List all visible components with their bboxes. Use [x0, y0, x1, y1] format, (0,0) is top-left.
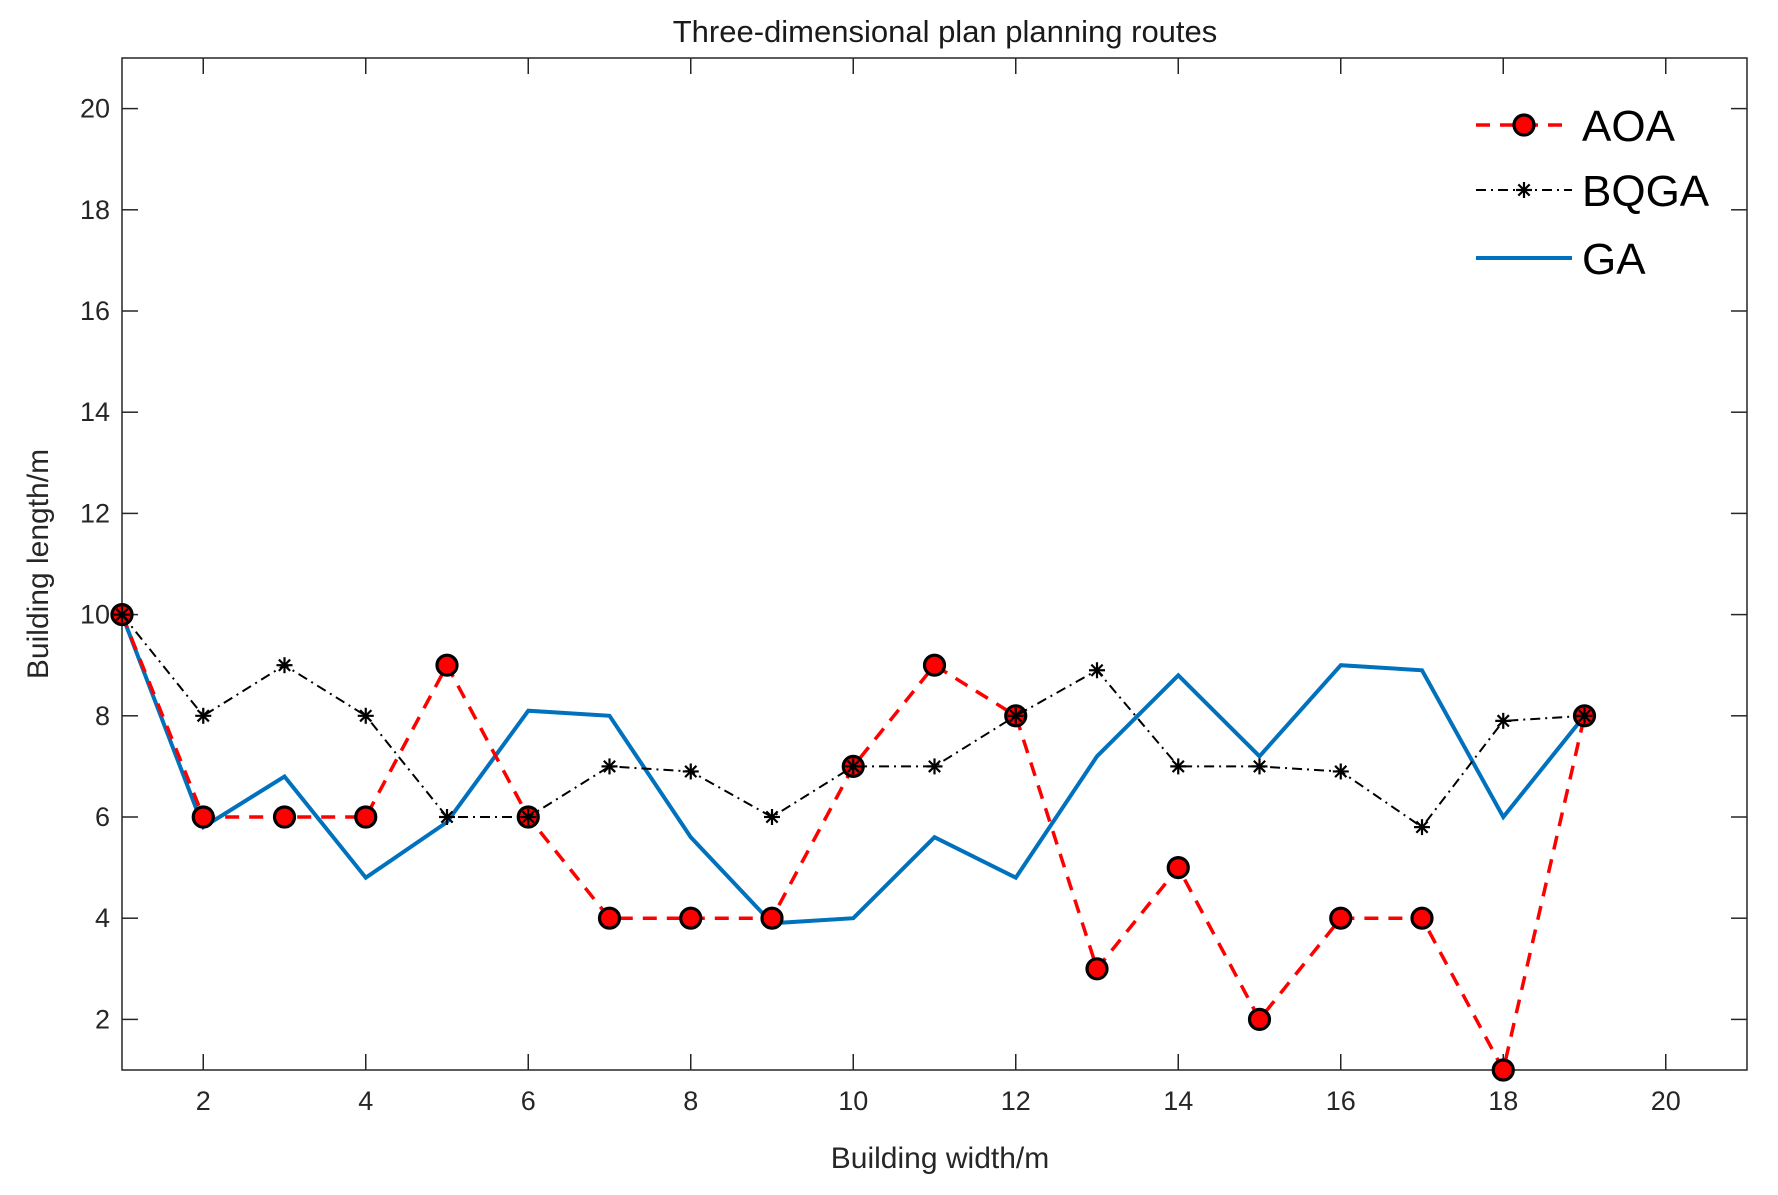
data-point-aoa	[597, 906, 622, 930]
legend-label: BQGA	[1582, 167, 1710, 216]
y-tick-label: 14	[80, 397, 110, 427]
data-point-aoa	[1085, 957, 1109, 981]
series-bqga	[114, 606, 1593, 836]
data-point-bqga	[520, 809, 537, 825]
data-point-bqga	[1495, 712, 1512, 729]
data-point-bqga	[845, 758, 862, 775]
legend-item-aoa: AOA	[1476, 102, 1676, 151]
series-ga	[120, 613, 1587, 926]
y-tick-label: 4	[95, 903, 110, 933]
legend-marker	[1512, 113, 1536, 137]
y-tick-label: 8	[95, 701, 110, 731]
data-point-aoa	[760, 906, 784, 930]
data-point-aoa	[191, 805, 215, 829]
y-axis-title: Building length/m	[22, 449, 55, 679]
x-tick-label: 20	[1651, 1086, 1681, 1116]
data-point-aoa	[922, 653, 947, 677]
series-line-ga	[120, 613, 1587, 926]
data-point-bqga	[114, 606, 130, 623]
data-point-aoa	[272, 805, 297, 829]
y-tick-label: 6	[95, 802, 110, 832]
legend-label: GA	[1582, 235, 1646, 284]
legend-item-bqga: BQGA	[1476, 167, 1710, 216]
data-point-aoa	[1410, 906, 1434, 930]
data-point-bqga	[1251, 758, 1268, 775]
data-point-bqga	[1332, 763, 1349, 780]
data-point-bqga	[276, 657, 293, 674]
y-tick-label: 10	[80, 600, 110, 630]
data-point-bqga	[926, 758, 943, 775]
x-tick-label: 18	[1488, 1086, 1518, 1116]
data-point-aoa	[354, 805, 378, 829]
legend-label: AOA	[1582, 102, 1676, 151]
x-tick-label: 8	[683, 1086, 698, 1116]
y-tick-label: 20	[80, 94, 110, 124]
x-tick-label: 14	[1163, 1086, 1193, 1116]
x-tick-label: 4	[358, 1086, 373, 1116]
data-point-bqga	[439, 809, 455, 825]
data-point-bqga	[1170, 758, 1187, 775]
x-tick-label: 10	[838, 1086, 868, 1116]
chart-title: Three-dimensional plan planning routes	[673, 14, 1218, 49]
plot-area-frame	[121, 57, 1748, 1071]
data-point-bqga	[682, 763, 699, 780]
x-tick-label: 16	[1326, 1086, 1356, 1116]
data-point-aoa	[1166, 855, 1190, 880]
x-tick-label: 6	[521, 1086, 536, 1116]
data-point-bqga	[1414, 819, 1430, 836]
data-point-aoa	[1247, 1007, 1272, 1032]
data-point-bqga	[1089, 662, 1105, 679]
y-tick-label: 2	[95, 1004, 110, 1034]
data-point-aoa	[435, 653, 459, 677]
data-point-bqga	[1576, 707, 1593, 724]
y-tick-label: 18	[80, 195, 110, 225]
x-axis-title: Building width/m	[831, 1142, 1049, 1175]
data-point-bqga	[764, 809, 780, 825]
x-tick-label: 2	[196, 1086, 211, 1116]
data-point-bqga	[195, 707, 212, 724]
x-tick-label: 12	[1001, 1086, 1031, 1116]
data-point-aoa	[1329, 906, 1353, 930]
data-point-aoa	[1491, 1058, 1515, 1082]
data-point-bqga	[601, 758, 618, 775]
data-point-aoa	[679, 906, 703, 930]
legend-marker	[1516, 182, 1532, 198]
data-point-bqga	[357, 707, 374, 724]
y-tick-label: 16	[80, 296, 110, 326]
data-point-bqga	[1007, 707, 1024, 724]
legend: AOA BQGA GA	[1476, 102, 1710, 284]
y-tick-label: 12	[80, 498, 110, 528]
legend-item-ga: GA	[1476, 235, 1646, 284]
